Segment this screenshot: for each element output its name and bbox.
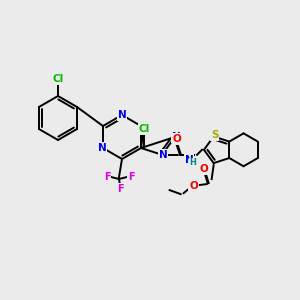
- Text: H: H: [190, 158, 196, 167]
- Text: F: F: [128, 172, 134, 182]
- Text: N: N: [184, 155, 194, 165]
- Text: F: F: [104, 172, 110, 182]
- Text: O: O: [199, 164, 208, 174]
- Text: N: N: [118, 110, 126, 120]
- Text: N: N: [159, 150, 167, 160]
- Text: N: N: [98, 143, 106, 153]
- Text: O: O: [172, 134, 182, 144]
- Text: S: S: [211, 130, 218, 140]
- Text: Cl: Cl: [52, 74, 64, 84]
- Text: O: O: [189, 181, 198, 191]
- Text: N: N: [172, 132, 180, 142]
- Text: Cl: Cl: [138, 124, 150, 134]
- Text: F: F: [117, 184, 123, 194]
